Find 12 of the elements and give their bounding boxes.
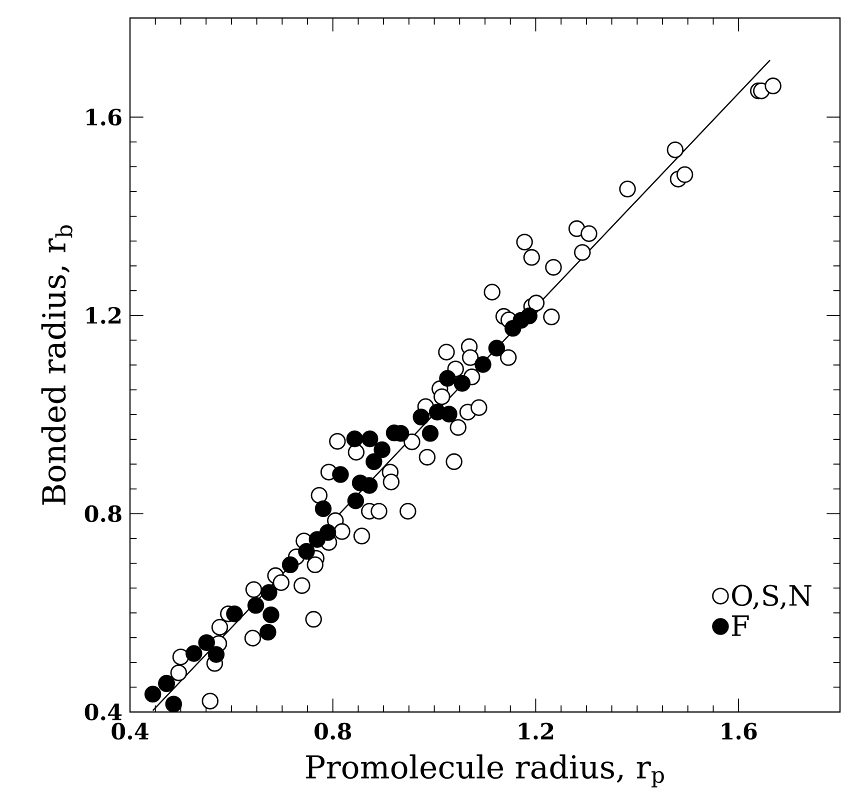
y-tick-label: 0.8: [84, 505, 122, 522]
legend-label: F: [732, 615, 749, 636]
x-tick-label: 1.6: [722, 722, 757, 740]
y-tick-label: 1.2: [86, 307, 121, 324]
y-tick-label: 1.6: [86, 108, 122, 126]
x-tick-label: 0.4: [112, 722, 148, 740]
x-axis-title: Promolecule radius, r$_{p}$: [306, 754, 664, 788]
x-tick-label: 0.8: [314, 722, 352, 740]
legend-label: O,S,N: [732, 584, 812, 610]
y-axis-title: Bonded radius, r$_{b}$: [41, 225, 72, 505]
y-tick-label: 0.4: [84, 704, 122, 720]
x-tick-label: 1.2: [519, 722, 554, 740]
